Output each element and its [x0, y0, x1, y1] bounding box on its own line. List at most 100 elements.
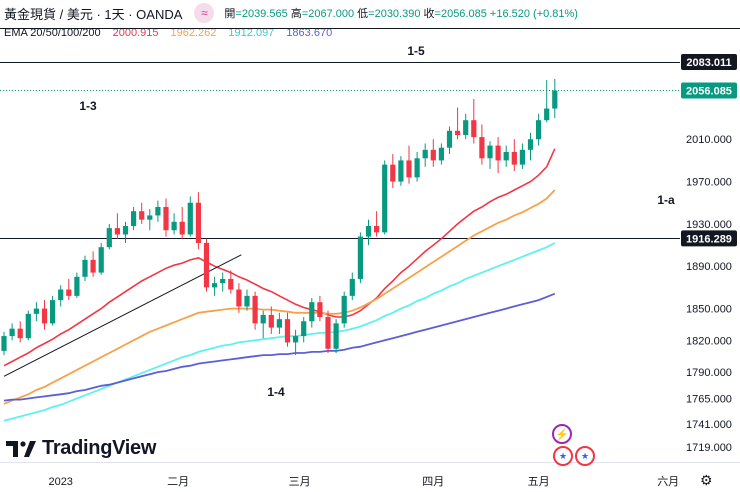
candle-body [244, 295, 250, 307]
ema-legend[interactable]: EMA 20/50/100/200 2000.915 1962.262 1912… [4, 27, 332, 43]
candle [1, 331, 7, 356]
y-tick-label: 1790.000 [686, 367, 732, 379]
candle-body [33, 308, 39, 314]
candle [17, 321, 23, 343]
open-label: 開 [224, 8, 236, 20]
candle [301, 317, 307, 343]
candle-body [552, 90, 558, 109]
candle [317, 295, 323, 322]
candle-body [446, 130, 453, 148]
candle [536, 113, 542, 146]
candle [284, 312, 291, 347]
price-axis-panel [680, 0, 740, 492]
price-badge-label: 1916.289 [686, 233, 732, 245]
candle-body [1, 336, 7, 351]
us-flag-icon[interactable]: ★ [575, 446, 595, 466]
candle [438, 143, 444, 165]
candle [220, 272, 226, 292]
candle-body [203, 242, 210, 288]
candle-body [147, 215, 153, 220]
y-tick-label: 1719.000 [686, 442, 732, 454]
currency-selector[interactable]: USD ▾ [684, 4, 713, 16]
candle [414, 151, 420, 182]
candle-body [284, 319, 291, 343]
candle-body [357, 236, 363, 279]
candle-body [479, 137, 485, 159]
candle [114, 213, 120, 239]
candle [503, 145, 509, 167]
tradingview-logo-icon [6, 440, 36, 457]
wave-annotation: 1-5 [407, 44, 425, 58]
open-value: =2039.565 [235, 8, 288, 20]
candle [82, 255, 88, 282]
candle-body [114, 228, 120, 235]
x-tick-label: 五月 [528, 476, 550, 488]
candle [455, 107, 461, 140]
candle-body [414, 158, 420, 178]
candle-body [236, 289, 242, 307]
candle [495, 137, 501, 174]
symbol-title[interactable]: 黃金現貨 / 美元 · 1天 · OANDA [4, 6, 183, 22]
wave-annotation: 1-4 [267, 385, 285, 399]
candle-body [406, 160, 412, 178]
candle [147, 209, 153, 231]
gear-icon[interactable]: ⚙ [700, 472, 713, 488]
candle-body [349, 278, 355, 296]
candle [260, 310, 266, 339]
price-badge [681, 53, 737, 70]
candle [236, 283, 242, 313]
candle-body [519, 149, 525, 165]
price-badge-label: 2056.085 [686, 85, 732, 97]
candle-body [106, 228, 112, 248]
candle-body [544, 108, 550, 121]
ema-20-value: 2000.915 [112, 27, 159, 39]
candle-body [503, 151, 509, 161]
trendline [3, 254, 242, 377]
candle [511, 139, 517, 171]
candle-body [74, 276, 80, 296]
candle-body [122, 226, 129, 235]
candle-body [301, 321, 307, 337]
candle [422, 143, 428, 167]
candle-body [495, 145, 501, 161]
candle [228, 270, 234, 294]
candle [519, 143, 525, 169]
low-label: 低 [357, 8, 369, 20]
candle [446, 126, 453, 155]
high-label: 高 [290, 8, 302, 20]
candle-body [228, 278, 234, 290]
y-tick-label: 2010.000 [686, 134, 732, 146]
candle [390, 154, 396, 188]
candle-body [293, 336, 299, 343]
candle [382, 160, 388, 235]
candle-body [155, 206, 161, 216]
candle [293, 329, 299, 356]
candle [357, 232, 363, 284]
wave-icon[interactable]: ≈ [194, 3, 215, 23]
candle [122, 221, 129, 243]
candle [41, 300, 48, 330]
candle-body [536, 120, 542, 140]
tradingview-logo[interactable]: TradingView [6, 437, 156, 460]
lightning-icon[interactable]: ⚡ [552, 424, 572, 444]
us-flag-icon[interactable]: ★ [553, 446, 573, 466]
y-tick-label: 1930.000 [686, 219, 732, 231]
candle-body [309, 302, 315, 322]
candle [74, 272, 80, 298]
candle [163, 198, 169, 237]
ema-100-value: 1912.097 [228, 27, 275, 39]
candle [430, 139, 436, 167]
candle-body [179, 221, 185, 235]
candle [9, 323, 15, 341]
price-badge [681, 82, 737, 99]
chevron-down-icon: ▾ [709, 6, 714, 15]
candle [309, 297, 315, 328]
candle [544, 79, 550, 123]
candle-body [382, 164, 388, 233]
candle [341, 291, 347, 328]
candle-body [333, 323, 339, 349]
candle [187, 196, 193, 237]
candle-body [325, 317, 331, 349]
ema-line-ema-20 [3, 148, 556, 367]
